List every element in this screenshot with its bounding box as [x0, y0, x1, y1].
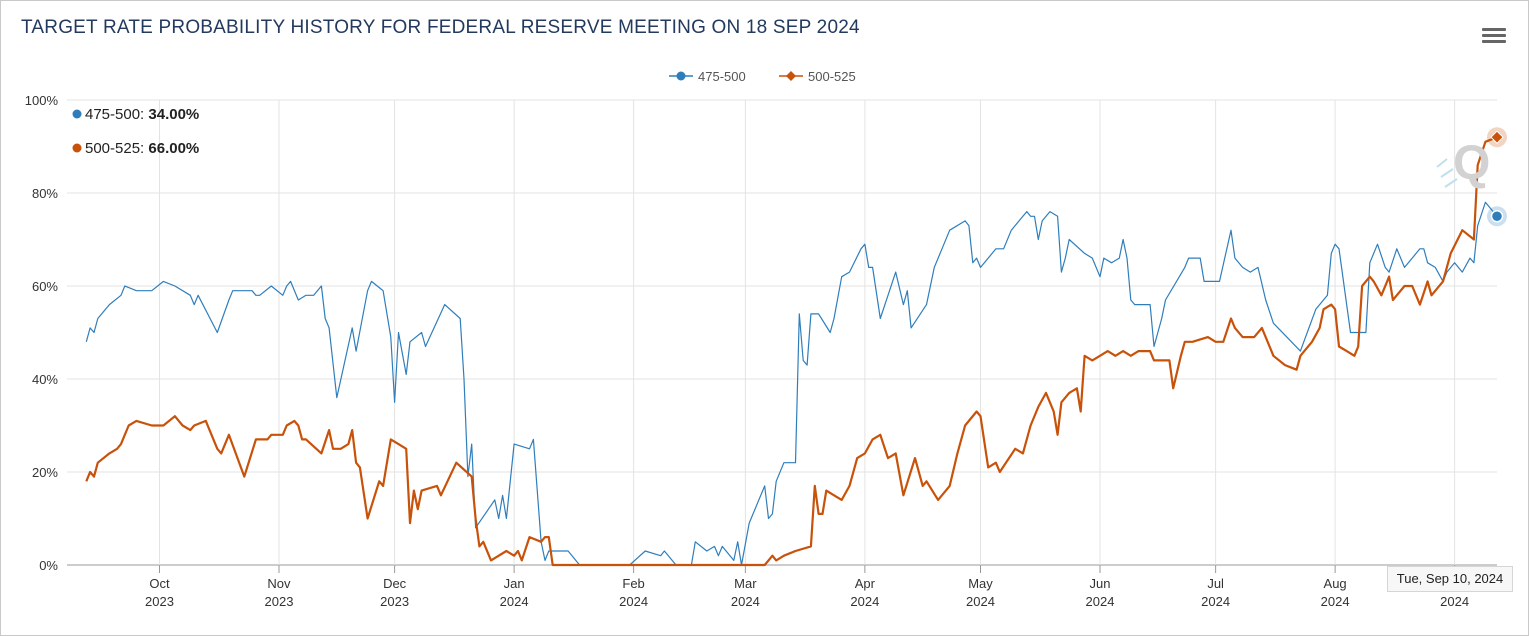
x-tick-month: Oct	[149, 576, 170, 591]
y-tick-label: 60%	[32, 279, 58, 294]
y-tick-label: 40%	[32, 372, 58, 387]
tooltip-box: 475-500: 34.00% 500-525: 66.00%	[72, 106, 1507, 227]
y-tick-label: 0%	[39, 558, 58, 573]
y-tick-label: 100%	[25, 93, 59, 108]
x-tick-month: Apr	[855, 576, 876, 591]
x-tick-month: Aug	[1324, 576, 1347, 591]
x-tick-year: 2024	[1201, 594, 1230, 609]
series-lines	[85, 136, 1498, 567]
x-tick-month: Nov	[267, 576, 291, 591]
legend-label-500-525: 500-525	[808, 69, 856, 84]
x-tick-year: 2023	[265, 594, 294, 609]
legend-label-475-500: 475-500	[698, 69, 746, 84]
legend-marker-475-500	[676, 71, 686, 81]
x-tick-year: 2024	[1440, 594, 1469, 609]
x-tick-year: 2024	[731, 594, 760, 609]
tooltip-dot	[72, 143, 82, 153]
marker-500-525	[1490, 130, 1504, 144]
tooltip-dot	[72, 109, 82, 119]
x-tick-month: Feb	[622, 576, 644, 591]
x-tick-month: May	[968, 576, 993, 591]
x-tick-year: 2023	[145, 594, 174, 609]
x-tick-year: 2024	[1086, 594, 1115, 609]
x-tick-year: 2023	[380, 594, 409, 609]
legend-marker-500-525	[786, 71, 796, 81]
series-line-500-525	[85, 136, 1498, 567]
x-tick-year: 2024	[500, 594, 529, 609]
grid-lines	[67, 99, 1497, 566]
hamburger-menu-icon[interactable]	[1482, 28, 1506, 50]
quikstrike-q-logo: Q	[1436, 137, 1490, 190]
x-tick-year: 2024	[850, 594, 879, 609]
tooltip-label: 500-525: 66.00%	[85, 140, 199, 157]
x-tick-month: Jan	[504, 576, 525, 591]
legend: 475-500 500-525	[669, 69, 856, 84]
y-tick-label: 80%	[32, 186, 58, 201]
x-tick-year: 2024	[966, 594, 995, 609]
x-tick-month: Dec	[383, 576, 407, 591]
x-tick-year: 2024	[1321, 594, 1350, 609]
x-tick-month: Jul	[1207, 576, 1224, 591]
series-line-475-500	[85, 201, 1498, 566]
tooltip-label: 475-500: 34.00%	[85, 106, 199, 123]
tooltip-date: Tue, Sep 10, 2024	[1387, 566, 1513, 592]
chart-title: TARGET RATE PROBABILITY HISTORY FOR FEDE…	[21, 17, 860, 38]
svg-text:Q: Q	[1453, 137, 1490, 190]
x-axis: Oct 2023 Nov 2023 Dec 2023 Jan 2024 Feb 2024 Mar 20…	[145, 565, 1469, 609]
y-tick-label: 20%	[32, 465, 58, 480]
x-tick-year: 2024	[619, 594, 648, 609]
marker-475-500	[1490, 210, 1504, 223]
y-axis: 0% 20% 40% 60% 80% 100%	[25, 93, 59, 573]
x-tick-month: Jun	[1090, 576, 1111, 591]
x-tick-month: Mar	[734, 576, 757, 591]
